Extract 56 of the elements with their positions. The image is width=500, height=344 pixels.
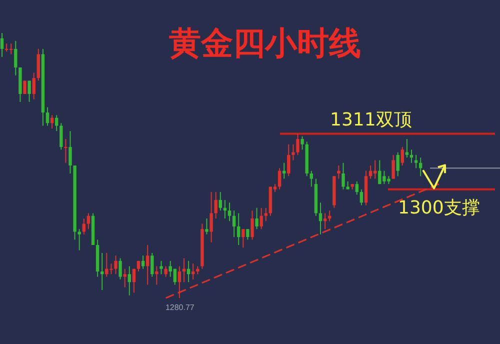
candlestick (86, 212, 90, 230)
candlestick (155, 266, 158, 286)
candlestick (214, 192, 218, 219)
candlestick (232, 210, 236, 238)
candlestick (292, 144, 295, 161)
candlestick (146, 244, 150, 286)
candlestick (123, 268, 126, 288)
candlestick (260, 207, 263, 230)
candlestick (255, 207, 258, 230)
candlestick (150, 252, 154, 278)
candlestick (278, 168, 282, 190)
candlestick (160, 260, 163, 275)
candlestick (118, 258, 122, 280)
candlestick (68, 130, 72, 174)
annotation: 1280.77 (165, 303, 195, 312)
candlestick (296, 133, 300, 156)
candlestick (400, 146, 404, 166)
candlestick (310, 170, 313, 188)
candlestick (246, 228, 250, 240)
candlestick (414, 154, 418, 169)
candlestick (60, 122, 63, 150)
candlestick (228, 202, 232, 222)
candlestick (36, 48, 40, 82)
candlestick (132, 268, 136, 294)
candlestick (55, 114, 58, 132)
candlestick (46, 106, 50, 126)
candlestick (23, 80, 26, 94)
candlestick (392, 154, 395, 180)
candlestick (264, 207, 268, 222)
candlestick (114, 255, 118, 275)
candlestick (237, 212, 240, 246)
candlestick (173, 268, 176, 286)
candlestick (300, 136, 304, 150)
candlestick (210, 192, 213, 243)
chart-title: 黄金四小时线 (169, 24, 361, 62)
candlestick (396, 152, 400, 177)
candlestick (82, 218, 86, 235)
candlestick (32, 72, 36, 100)
candlestick (14, 40, 18, 76)
candlestick (64, 138, 68, 164)
candlestick (218, 192, 222, 212)
candlestick (250, 210, 254, 240)
candlestick (360, 188, 364, 206)
candlestick (0, 32, 4, 58)
candlestick (164, 266, 168, 278)
candlestick (28, 80, 31, 102)
candlestick (128, 266, 131, 296)
ref-line-label: 1300支撑 (398, 197, 480, 218)
candlestick (337, 165, 340, 180)
candlestick (342, 162, 345, 190)
candlestick (205, 218, 208, 235)
candlestick (287, 144, 290, 177)
candlestick (318, 202, 322, 235)
ref-line-label: 1311双顶 (330, 110, 412, 131)
candlestick (355, 180, 358, 196)
candlestick (242, 228, 245, 248)
